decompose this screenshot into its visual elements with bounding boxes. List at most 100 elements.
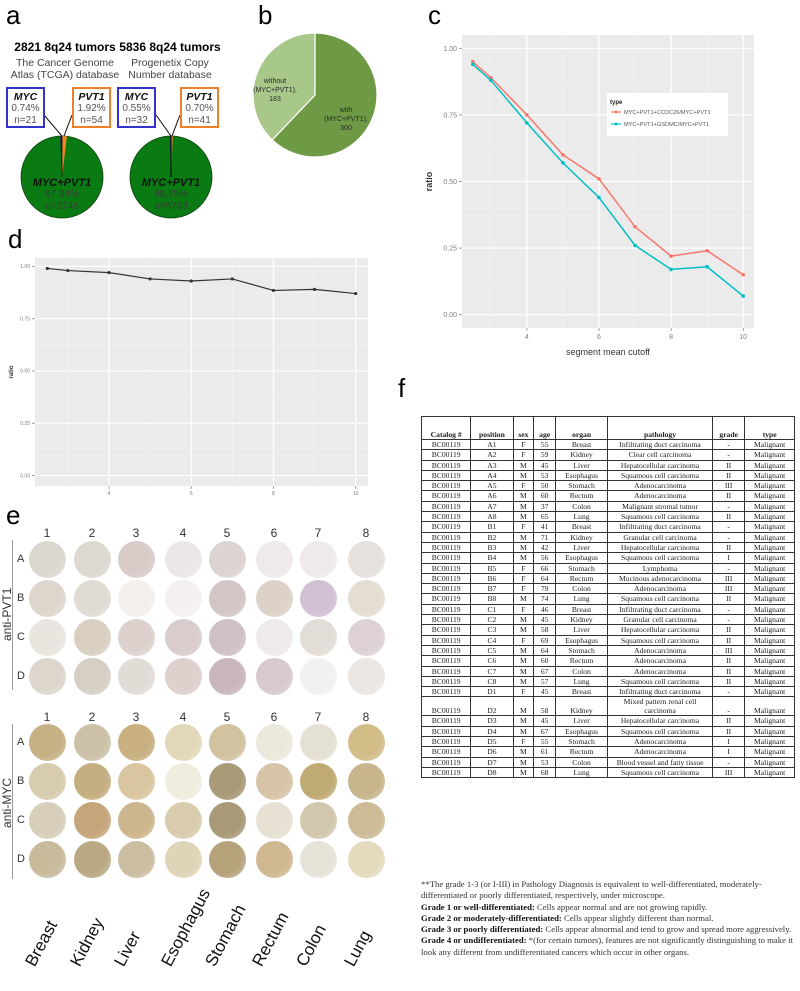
table-cell: BC00119 <box>420 521 472 533</box>
table-cell: D4 <box>470 725 514 738</box>
table-cell: Hepatocellular carcinoma <box>607 541 714 554</box>
table-row: BC00119 B2 M 71 Kidney Granular cell carcinom… <box>420 531 795 543</box>
table-cell: Malignant <box>744 715 795 727</box>
table-cell: 56 <box>533 552 557 564</box>
c-series-0-point <box>741 272 745 277</box>
table-cell: Esophagus <box>555 552 609 564</box>
panel-b-pie <box>252 32 378 158</box>
table-cell: D8 <box>470 766 514 779</box>
table-cell: Malignant <box>744 675 795 688</box>
table-cell: BC00119 <box>420 686 472 698</box>
tcga-myc-box: MYC 0.74% n=21 <box>6 87 45 128</box>
d-series-0-point <box>271 288 276 293</box>
pie-b-with-line3: 300 <box>340 125 352 132</box>
myc-tissue-core-B5 <box>209 763 246 800</box>
table-cell: Liver <box>555 541 609 554</box>
pvt1-tissue-core-B3 <box>118 580 155 617</box>
table-cell: BC00119 <box>420 655 472 667</box>
pvt1-tissue-core-D4 <box>165 658 202 695</box>
table-cell: M <box>512 746 535 758</box>
table-cell: M <box>512 490 535 502</box>
myc-tissue-core-C5 <box>209 802 246 839</box>
table-row: BC00119 D6 M 61 Rectum Adenocarcinoma I Maligna… <box>420 746 795 758</box>
pvt1-tissue-core-A6 <box>256 541 293 578</box>
table-cell: 71 <box>533 531 557 543</box>
table-cell: BC00119 <box>420 696 472 717</box>
d-plot-background <box>35 258 368 486</box>
pvt1-row-label: B <box>17 592 25 604</box>
table-row: BC00119 C4 F 69 Esophagus Squamous cell carci… <box>420 634 795 646</box>
table-cell: M <box>512 511 535 523</box>
table-cell: Malignant <box>744 696 795 717</box>
pvt1-tissue-core-A2 <box>74 541 111 578</box>
table-cell: Adenocarcinoma <box>607 746 714 758</box>
table-cell: I <box>712 736 746 748</box>
table-row: BC00119 B7 F 79 Colon Adenocarcinoma III Malign… <box>420 583 795 595</box>
d-ytick-label: 1.00 <box>20 264 30 270</box>
table-cell: A3 <box>470 459 514 471</box>
table-cell: A6 <box>470 490 514 502</box>
table-cell: 65 <box>533 511 557 523</box>
table-cell: Lymphoma <box>607 562 714 574</box>
c-legend-key-point-0 <box>614 110 618 114</box>
tcga-subtitle-1: The Cancer Genome <box>15 57 115 69</box>
table-cell: D7 <box>470 756 514 768</box>
table-cell: 79 <box>533 583 557 595</box>
table-cell: C6 <box>470 655 514 667</box>
pvt1-tissue-core-C5 <box>209 619 246 656</box>
table-cell: M <box>512 593 535 605</box>
table-cell: 55 <box>533 736 557 748</box>
table-row: BC00119 C7 M 67 Colon Adenocarcinoma II Maligna… <box>420 665 795 677</box>
table-cell: Lung <box>555 511 609 523</box>
table-row: BC00119 D8 M 68 Lung Squamous cell carcinoma I… <box>420 766 795 779</box>
table-cell: M <box>512 531 535 543</box>
pvt1-tissue-core-D3 <box>118 658 155 695</box>
table-row: BC00119 C5 M 64 Stomach Adenocarcinoma III Mali… <box>420 644 795 657</box>
table-cell: Colon <box>555 665 609 677</box>
progenetix-subtitle-1: Progenetix Copy <box>131 57 209 69</box>
myc-tissue-core-C1 <box>29 802 66 839</box>
table-cell: Kidney <box>555 449 609 461</box>
myc-tissue-core-D6 <box>256 841 293 878</box>
tcga-pvt1-leader <box>63 114 73 137</box>
myc-column-number: 2 <box>88 710 96 724</box>
table-cell: 50 <box>533 480 557 492</box>
panel-label-b: b <box>258 0 273 30</box>
myc-column-number: 5 <box>223 710 231 724</box>
table-cell: M <box>512 469 535 482</box>
table-cell: BC00119 <box>420 593 472 605</box>
table-cell: Malignant <box>744 459 795 471</box>
table-cell: Clear cell carcinoma <box>607 449 714 461</box>
table-cell: Squamous cell carcinoma <box>607 634 714 646</box>
table-cell: BC00119 <box>420 603 472 616</box>
table-cell: 45 <box>533 686 557 698</box>
myc-tissue-core-A6 <box>256 724 293 761</box>
tcga-both-gene: MYC+PVT1 <box>32 177 92 189</box>
table-cell: Malignant <box>744 541 795 554</box>
table-cell: A2 <box>470 449 514 461</box>
organ-label: Liver <box>110 928 145 970</box>
table-row: BC00119 C3 M 58 Liver Hepatocellular carcinom… <box>420 624 795 636</box>
table-cell: Squamous cell carcinoma <box>607 766 714 779</box>
pvt1-tissue-core-B1 <box>29 580 66 617</box>
pvt1-tissue-core-C6 <box>256 619 293 656</box>
c-series-0-point <box>669 254 673 258</box>
pie-b-without-line2: (MYC+PVT1), <box>253 87 297 94</box>
table-cell: Malignant <box>744 500 795 513</box>
c-ytick-label: 0.75 <box>443 112 457 119</box>
table-cell: Malignant stromal tumor <box>607 500 714 513</box>
table-cell: Hepatocellular carcinoma <box>607 459 714 471</box>
table-row: BC00119 D2 M 58 Kidney Mixed pattern renal ce… <box>420 696 795 717</box>
table-cell: II <box>712 725 746 738</box>
table-cell: Colon <box>555 756 609 768</box>
table-cell: I <box>712 746 746 758</box>
table-cell: 41 <box>533 521 557 533</box>
organ-label: Colon <box>292 921 330 970</box>
c-xtick-label: 6 <box>597 334 601 341</box>
table-cell: BC00119 <box>420 500 472 513</box>
d-series-0-point <box>148 277 152 281</box>
table-cell: BC00119 <box>420 490 472 502</box>
grade-4-label: Grade 4 or undifferentiated: <box>421 935 527 946</box>
d-xtick-label: 8 <box>272 491 275 495</box>
table-cell: BC00119 <box>420 665 472 677</box>
